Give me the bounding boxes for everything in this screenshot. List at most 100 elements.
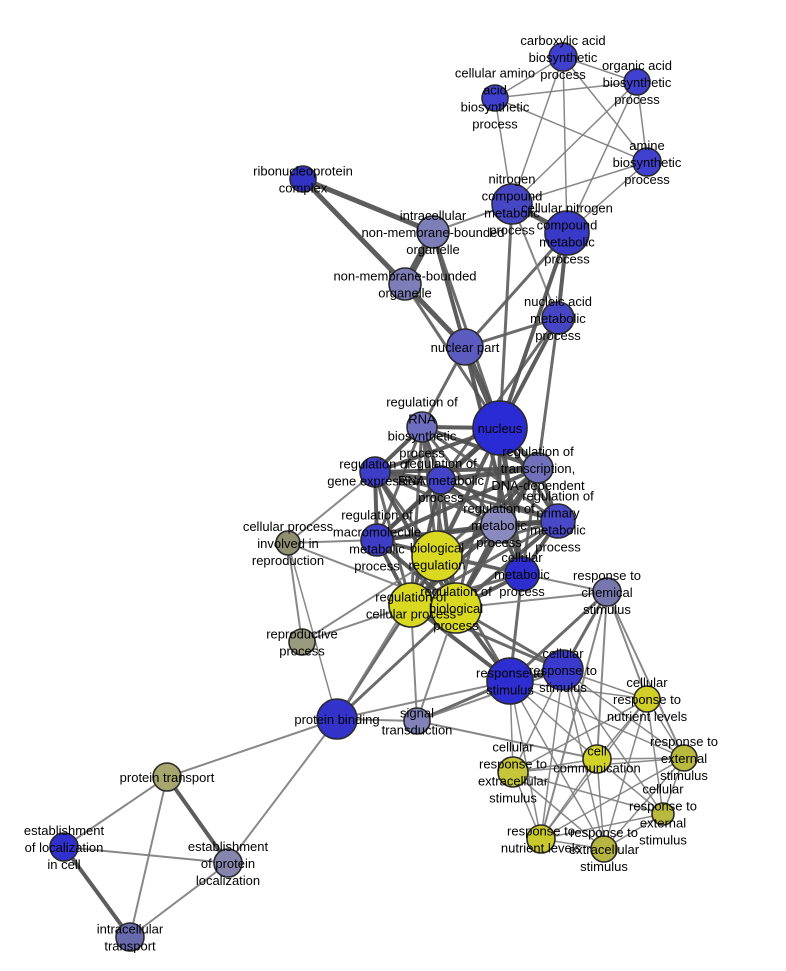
node-rmm[interactable] <box>360 523 394 557</box>
edge-caa-am <box>494 97 648 163</box>
node-rnl[interactable] <box>526 824 556 854</box>
edge-pb-rbp <box>335 606 458 721</box>
edge-cpir-pb <box>287 542 338 720</box>
node-nam[interactable] <box>541 301 575 335</box>
edge-ca-ncm <box>511 56 564 205</box>
node-label-br: biological regulation <box>408 541 465 573</box>
node-rp[interactable] <box>288 628 316 656</box>
node-rrb[interactable] <box>406 411 438 443</box>
node-st[interactable] <box>403 707 431 735</box>
edge-pb-pt <box>166 718 338 778</box>
node-crs[interactable] <box>542 649 584 691</box>
edge-rrm-rpm <box>439 478 560 523</box>
node-cc[interactable] <box>582 744 612 774</box>
edge-rrb-rcp <box>409 425 424 607</box>
node-label-epl: establishment of protein localization <box>188 839 269 888</box>
node-label-rbp: regulation of biological process <box>420 584 492 633</box>
edge-rge-rm <box>373 470 501 527</box>
edge-rext-rextr <box>603 757 685 850</box>
edge-rrb-rt <box>420 425 540 470</box>
edge-ncm-nucleus <box>498 202 514 430</box>
node-label-elc: establishment of localization in cell <box>24 823 105 872</box>
node-inmb[interactable] <box>416 215 450 249</box>
node-label-cees: cellular response to extracellular stimulus <box>478 740 549 806</box>
edge-rchem-crnl <box>606 591 648 700</box>
node-cm[interactable] <box>504 556 540 592</box>
edge-rext-rnl <box>540 757 685 840</box>
edge-nucleus-rbp <box>454 426 502 610</box>
edge-cres-cees <box>512 771 664 815</box>
node-rt[interactable] <box>522 452 554 484</box>
node-label-rextr: response to extracellular stimulus <box>569 825 640 874</box>
node-rext[interactable] <box>670 744 698 772</box>
edge-elc-it <box>62 845 132 939</box>
node-caa[interactable] <box>481 84 509 112</box>
node-label-rchem: response to chemical stimulus <box>573 568 641 617</box>
node-rrm[interactable] <box>426 465 456 495</box>
node-rge[interactable] <box>359 456 391 488</box>
node-rchem[interactable] <box>592 577 622 607</box>
edge-pb-br <box>336 555 438 720</box>
node-label-am: amine biosynthetic process <box>613 138 682 187</box>
node-rm[interactable] <box>480 506 518 544</box>
edge-rnl-cc <box>540 758 598 840</box>
node-layer <box>49 42 698 952</box>
node-rbp[interactable] <box>430 582 482 634</box>
edge-oa-caa <box>494 81 638 99</box>
edge-crnl-cres <box>646 698 664 815</box>
node-nucleus[interactable] <box>472 400 528 456</box>
edge-rchem-rext <box>606 591 685 759</box>
edge-rextr-cc <box>596 758 605 850</box>
node-rextr[interactable] <box>590 835 618 863</box>
node-elc[interactable] <box>49 832 79 862</box>
node-pt[interactable] <box>152 762 182 792</box>
node-label-pb: protein binding <box>294 712 379 727</box>
node-pb[interactable] <box>316 698 358 740</box>
node-oa[interactable] <box>623 68 651 96</box>
node-label-pt: protein transport <box>120 770 215 785</box>
edge-oa-cncm <box>566 81 638 234</box>
edge-oa-ncm <box>511 81 638 205</box>
node-it[interactable] <box>115 922 145 952</box>
edge-elc-epl <box>63 846 229 864</box>
node-cncm[interactable] <box>544 210 590 256</box>
node-label-rext: response to external stimulus <box>650 734 718 783</box>
edge-rp-br <box>301 555 438 643</box>
node-npart[interactable] <box>446 328 484 366</box>
edge-crnl-cees <box>512 698 648 773</box>
node-br[interactable] <box>411 530 463 582</box>
edge-rchem-cc <box>596 591 608 760</box>
edge-crs-rnl <box>540 669 564 840</box>
edge-ca-cncm <box>562 56 568 234</box>
node-ncm[interactable] <box>491 183 533 225</box>
node-ca[interactable] <box>548 42 578 72</box>
node-cpir[interactable] <box>275 530 301 556</box>
node-label-rmm: regulation of macromolecule metabolic proce… <box>333 508 421 574</box>
node-cees[interactable] <box>497 756 529 788</box>
edge-am-ncm <box>511 161 648 205</box>
node-crnl[interactable] <box>633 685 661 713</box>
node-label-it: intracellular transport <box>97 922 164 954</box>
node-label-rrb: regulation of RNA biosynthetic process <box>386 395 458 461</box>
edge-nam-rt <box>536 316 560 470</box>
edge-crs-rext <box>562 669 685 759</box>
node-rpm[interactable] <box>540 503 576 539</box>
node-label-rts: response to stimulus <box>476 666 544 698</box>
node-label-nam: nucleic acid metabolic process <box>524 294 592 343</box>
node-label-cres: cellular response to external stimulus <box>629 782 697 848</box>
node-epl[interactable] <box>213 848 243 878</box>
node-label-ncm: nitrogen compound metabolic process <box>482 172 543 238</box>
node-label-cc: cell communication <box>553 744 640 776</box>
edge-st-cc <box>416 720 598 760</box>
node-rts[interactable] <box>486 657 534 705</box>
node-rnp[interactable] <box>289 165 317 193</box>
edge-rnp-nmb <box>300 176 408 287</box>
edge-cpir-rp <box>287 542 303 643</box>
edge-rnp-inmb <box>300 176 436 235</box>
node-nmb[interactable] <box>388 267 422 301</box>
node-am[interactable] <box>632 147 662 177</box>
node-cres[interactable] <box>651 802 675 826</box>
node-label-inmb: intracellular non-membrane-bounded organel… <box>361 208 504 257</box>
